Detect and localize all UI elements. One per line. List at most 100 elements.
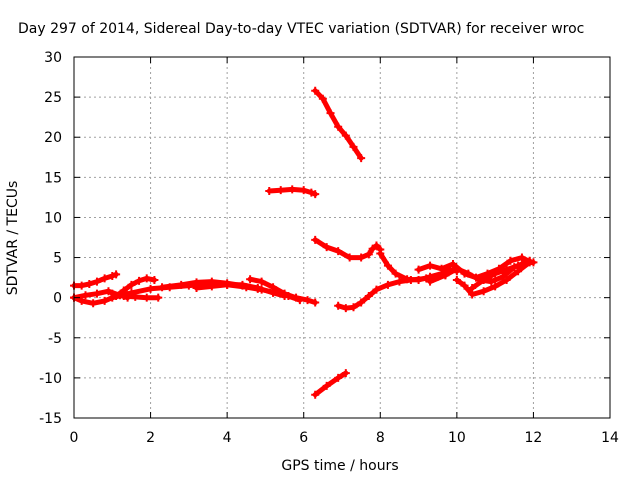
data-point [334, 122, 343, 131]
y-tick-label: 10 [44, 210, 62, 226]
data-point [311, 390, 320, 399]
y-tick-label: 5 [53, 251, 62, 267]
y-tick-label: -5 [48, 331, 62, 347]
data-point [345, 253, 354, 262]
data-point [364, 292, 373, 301]
data-point [341, 131, 350, 140]
grid-lines [74, 57, 610, 418]
data-point [437, 264, 446, 273]
data-point [150, 276, 159, 285]
data-point [391, 269, 400, 278]
series-line [312, 370, 349, 398]
data-point [223, 280, 232, 289]
x-tick-label: 10 [448, 430, 466, 446]
data-point [158, 283, 167, 292]
data-point [108, 272, 117, 281]
data-point [479, 287, 488, 296]
data-point [406, 276, 415, 285]
data-point [292, 293, 301, 302]
y-tick-label: 0 [53, 291, 62, 307]
data-point [192, 284, 201, 293]
data-point [142, 274, 151, 283]
plot-border [73, 56, 611, 419]
y-tick-label: 30 [44, 50, 62, 66]
data-point [452, 264, 461, 273]
series-arc-01 [70, 270, 121, 290]
y-axis-label: SDTVAR / TECUs [5, 181, 21, 296]
data-point [92, 277, 101, 286]
x-tick-label: 14 [601, 430, 619, 446]
data-point [280, 289, 289, 298]
data-point [341, 369, 350, 378]
data-point [127, 280, 136, 289]
data-point [395, 277, 404, 286]
data-point [502, 276, 511, 285]
data-point [238, 280, 247, 289]
data-point [89, 299, 98, 308]
data-point [326, 109, 335, 118]
data-point [246, 275, 255, 284]
data-point [334, 301, 343, 310]
data-point [372, 241, 381, 250]
data-point [307, 188, 316, 197]
data-point [146, 284, 155, 293]
series-arc-09 [265, 185, 320, 199]
data-point [311, 190, 320, 199]
data-point [334, 373, 343, 382]
data-point [276, 186, 285, 195]
data-point [506, 256, 515, 265]
data-point [525, 256, 534, 265]
data-point [299, 186, 308, 195]
data-point [491, 282, 500, 291]
data-point [487, 277, 496, 286]
data-point [135, 276, 144, 285]
x-axis-tick-labels: 0 2 4 6 8 10 12 14 [70, 430, 619, 446]
x-tick-label: 12 [525, 430, 543, 446]
data-point [100, 296, 109, 305]
data-point [207, 282, 216, 291]
x-tick-label: 4 [223, 430, 232, 446]
data-point [357, 253, 366, 262]
data-point [112, 270, 121, 279]
chart-title: Day 297 of 2014, Sidereal Day-to-day VTE… [18, 21, 584, 37]
series-arc-11 [311, 235, 385, 262]
data-point [464, 269, 473, 278]
data-point [92, 289, 101, 298]
data-point [177, 280, 186, 289]
y-axis-tick-labels: -15 -10 -5 0 5 10 15 20 25 30 [39, 50, 62, 427]
axis-ticks [73, 56, 611, 419]
data-point [142, 293, 151, 302]
data-point [334, 247, 343, 256]
data-point [311, 86, 320, 95]
series-arc-13 [334, 271, 450, 313]
series-arc-18 [468, 256, 534, 293]
data-point [303, 296, 312, 305]
data-point [426, 261, 435, 270]
data-point [341, 304, 350, 313]
data-point [85, 280, 94, 289]
data-point [502, 265, 511, 274]
data-point [253, 284, 262, 293]
data-point [357, 298, 366, 307]
data-point [452, 276, 461, 285]
data-point [154, 293, 163, 302]
data-point [383, 261, 392, 270]
data-point [372, 285, 381, 294]
series-line [454, 259, 533, 297]
y-tick-label: -15 [39, 411, 62, 427]
data-point [265, 186, 274, 195]
data-point [322, 381, 331, 390]
series-arc-14 [311, 369, 350, 399]
data-point [311, 235, 320, 244]
data-point [449, 259, 458, 268]
data-point [491, 269, 500, 278]
data-point [460, 281, 469, 290]
data-point [517, 253, 526, 262]
data-point [318, 94, 327, 103]
data-point [357, 154, 366, 163]
y-tick-label: -10 [39, 371, 62, 387]
x-tick-label: 0 [70, 430, 79, 446]
data-point [81, 291, 90, 300]
data-point [288, 185, 297, 194]
x-tick-label: 8 [376, 430, 385, 446]
